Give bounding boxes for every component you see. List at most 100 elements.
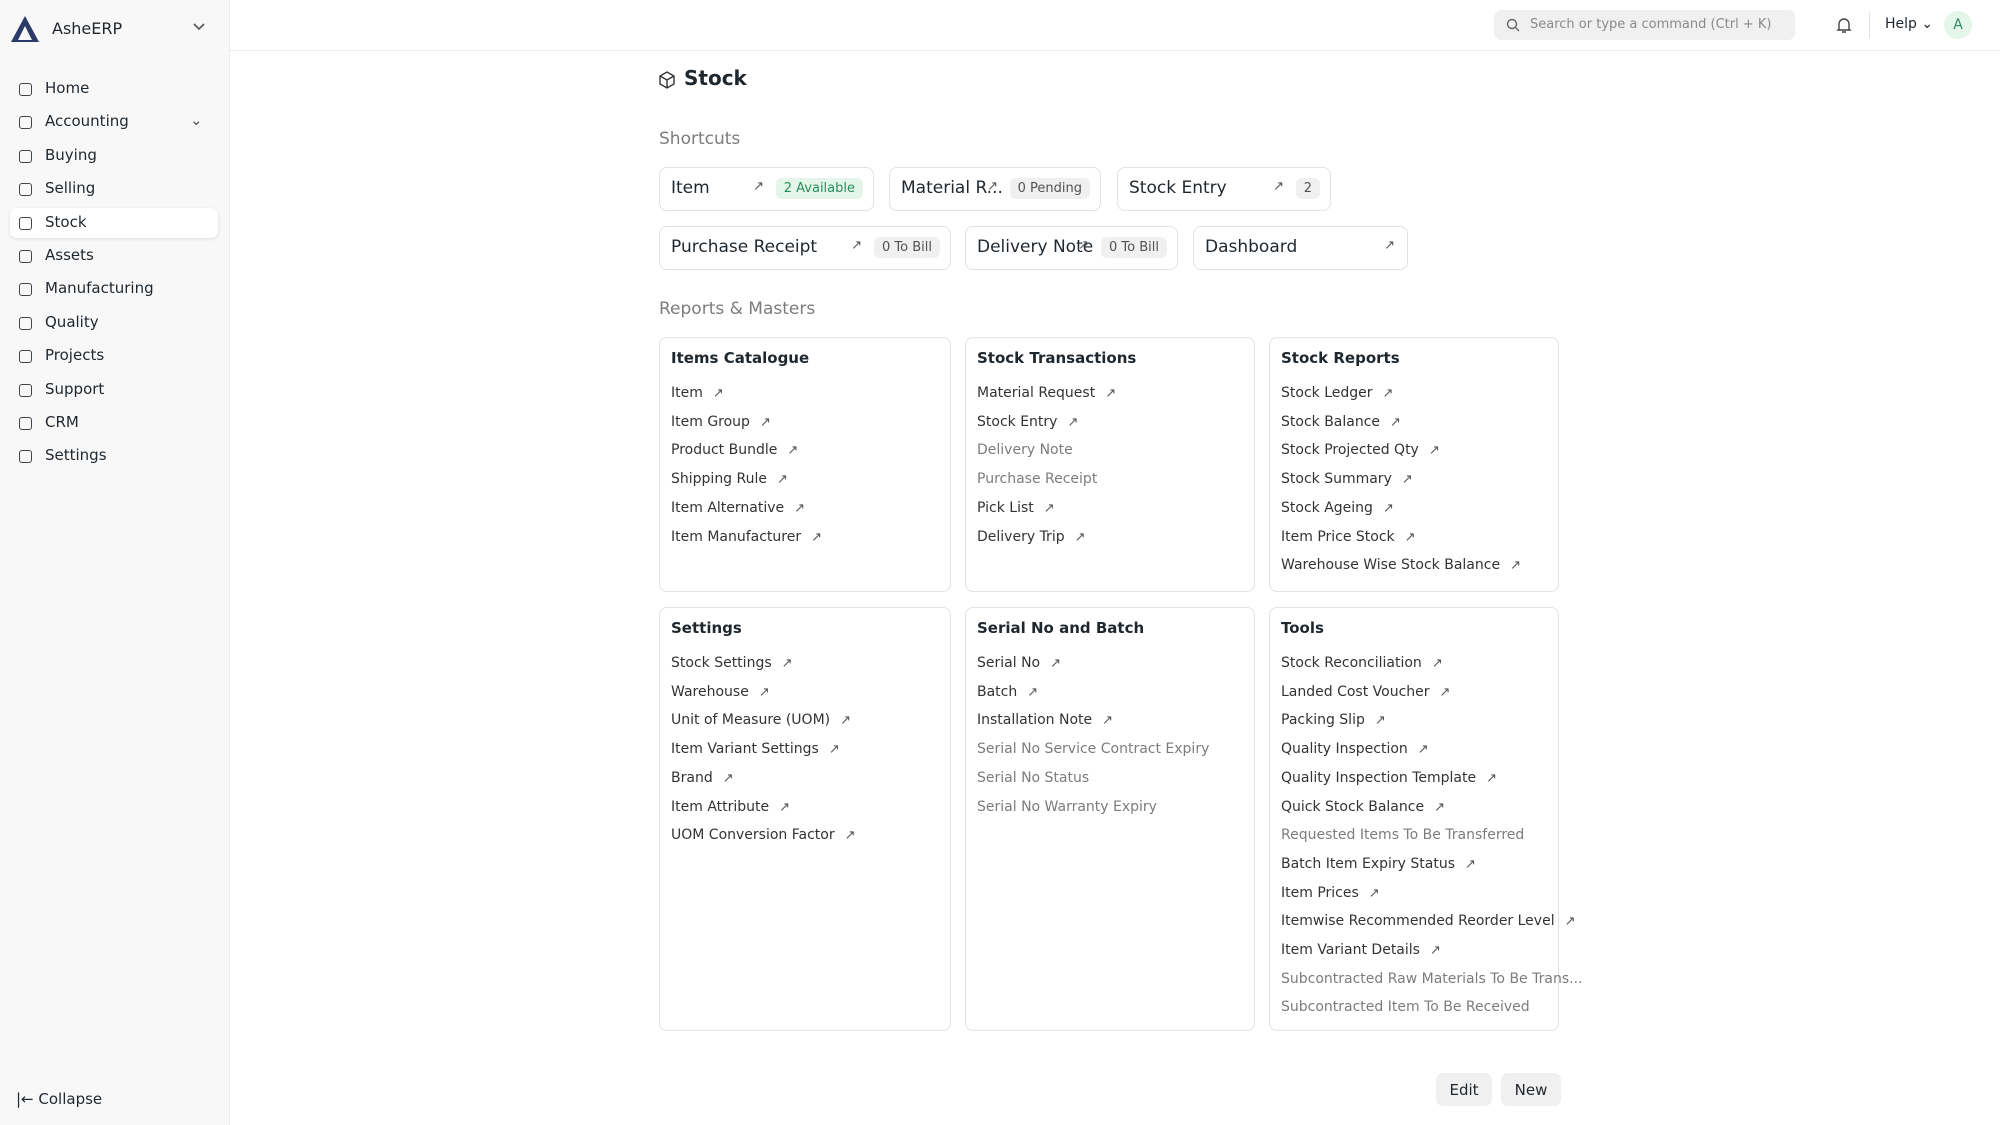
external-arrow: ↗: [1439, 684, 1451, 700]
report-link[interactable]: Item Group ↗: [671, 414, 771, 430]
report-link[interactable]: Quick Stock Balance ↗: [1281, 799, 1445, 815]
external-arrow: ↗: [1078, 238, 1089, 253]
nav-label: Home: [45, 79, 90, 97]
shortcut[interactable]: Purchase Receipt 0 To Bill ↗: [659, 226, 951, 270]
shortcut[interactable]: Material R... 0 Pending ↗: [889, 167, 1101, 211]
report-link[interactable]: Stock Reconciliation ↗: [1281, 655, 1443, 671]
section-heading: Shortcuts: [659, 129, 741, 149]
report-link[interactable]: Packing Slip ↗: [1281, 712, 1386, 728]
nav-item[interactable]: Accounting ⌄: [10, 107, 218, 137]
report-link[interactable]: Purchase Receipt: [977, 471, 1097, 487]
external-arrow: ↗: [753, 179, 764, 194]
nav-item[interactable]: Quality: [10, 308, 218, 338]
report-link[interactable]: Pick List ↗: [977, 500, 1055, 516]
report-link[interactable]: Serial No Status: [977, 770, 1089, 786]
nav-label: Buying: [45, 145, 97, 164]
shortcut[interactable]: Stock Entry 2 ↗: [1117, 167, 1331, 211]
report-link[interactable]: Serial No Service Contract Expiry: [977, 741, 1209, 757]
report-link[interactable]: Shipping Rule ↗: [671, 471, 788, 487]
report-link[interactable]: Item Alternative ↗: [671, 500, 805, 516]
link-label: Stock Summary: [1281, 471, 1392, 488]
report-link[interactable]: Installation Note ↗: [977, 712, 1113, 728]
external-arrow: ↗: [1050, 656, 1062, 671]
nav-item[interactable]: Manufacturing: [10, 274, 218, 304]
link-label: Brand: [671, 769, 713, 786]
report-link[interactable]: Stock Ledger ↗: [1281, 385, 1393, 401]
help[interactable]: Help ⌄: [1885, 16, 1934, 32]
nav-chevron: ⌄: [190, 111, 203, 130]
notifications[interactable]: [1835, 16, 1853, 34]
report-link[interactable]: Brand ↗: [671, 770, 734, 786]
report-card: Settings Stock Settings ↗ Warehouse ↗ Unit of…: [659, 607, 951, 1031]
new-button[interactable]: New: [1501, 1073, 1561, 1106]
shortcut[interactable]: Item 2 Available ↗: [659, 167, 874, 211]
nav-item[interactable]: Buying: [10, 141, 218, 171]
report-link[interactable]: Warehouse Wise Stock Balance ↗: [1281, 557, 1521, 573]
nav-label: Assets: [45, 246, 94, 264]
nav-item[interactable]: Selling: [10, 174, 218, 204]
collapse[interactable]: |← Collapse: [16, 1090, 102, 1108]
external-arrow: ↗: [759, 414, 771, 430]
report-link[interactable]: Serial No ↗: [977, 655, 1061, 671]
report-link[interactable]: Batch ↗: [977, 684, 1038, 700]
report-link[interactable]: Warehouse ↗: [671, 684, 770, 700]
external-arrow: ↗: [1465, 856, 1476, 872]
nav-item[interactable]: Stock: [10, 207, 218, 238]
report-link[interactable]: Unit of Measure (UOM) ↗: [671, 712, 851, 728]
nav-item[interactable]: Assets: [10, 241, 218, 271]
report-link[interactable]: Quality Inspection ↗: [1281, 741, 1429, 757]
report-link[interactable]: Item Prices ↗: [1281, 885, 1380, 901]
nav-item[interactable]: Projects: [10, 341, 218, 371]
shortcut-label: Delivery Note: [977, 237, 1094, 257]
report-link[interactable]: Quality Inspection Template ↗: [1281, 770, 1497, 786]
report-link[interactable]: Delivery Note: [977, 442, 1073, 458]
report-link[interactable]: Delivery Trip ↗: [977, 529, 1086, 545]
nav-icon: [19, 316, 32, 330]
shortcut[interactable]: Delivery Note 0 To Bill ↗: [965, 226, 1178, 270]
link-label: Serial No Status: [977, 769, 1090, 786]
link-label: Serial No Service Contract Expiry: [977, 741, 1210, 758]
report-link[interactable]: Material Request ↗: [977, 385, 1116, 401]
report-link[interactable]: Item Attribute ↗: [671, 799, 790, 815]
card-title: Settings: [671, 619, 742, 637]
link-label: Item Variant Settings: [671, 741, 819, 758]
external-arrow: ↗: [1384, 238, 1395, 253]
search-box[interactable]: Search or type a command (Ctrl + K): [1494, 10, 1795, 40]
external-arrow: ↗: [1428, 443, 1440, 459]
report-link[interactable]: Item Manufacturer ↗: [671, 529, 822, 545]
report-link[interactable]: Requested Items To Be Transferred: [1281, 827, 1524, 843]
nav-icon: [19, 116, 32, 130]
edit-button[interactable]: Edit: [1436, 1073, 1492, 1106]
report-link[interactable]: Stock Ageing ↗: [1281, 500, 1394, 516]
report-link[interactable]: UOM Conversion Factor ↗: [671, 827, 856, 843]
avatar[interactable]: A: [1944, 11, 1972, 39]
report-link[interactable]: Subcontracted Raw Materials To Be Trans.…: [1281, 971, 1582, 987]
report-link[interactable]: Item Variant Details ↗: [1281, 942, 1441, 958]
nav-item[interactable]: Support: [10, 375, 218, 405]
report-link[interactable]: Item Price Stock ↗: [1281, 529, 1416, 545]
report-link[interactable]: Stock Balance ↗: [1281, 414, 1401, 430]
report-link[interactable]: Itemwise Recommended Reorder Level ↗: [1281, 913, 1576, 929]
report-link[interactable]: Stock Summary ↗: [1281, 471, 1413, 487]
report-link[interactable]: Item Variant Settings ↗: [671, 741, 840, 757]
report-link[interactable]: Product Bundle ↗: [671, 442, 798, 458]
report-link[interactable]: Stock Settings ↗: [671, 655, 793, 671]
link-label: Warehouse Wise Stock Balance: [1281, 557, 1501, 574]
nav-item[interactable]: Home: [10, 74, 218, 104]
report-link[interactable]: Batch Item Expiry Status ↗: [1281, 856, 1476, 872]
nav-item[interactable]: Settings: [10, 441, 218, 471]
nav-item[interactable]: CRM: [10, 408, 218, 438]
report-link[interactable]: Stock Projected Qty ↗: [1281, 442, 1440, 458]
report-link[interactable]: Item ↗: [671, 385, 724, 401]
report-link[interactable]: Stock Entry ↗: [977, 414, 1078, 430]
report-link[interactable]: Serial No Warranty Expiry: [977, 799, 1157, 815]
report-link[interactable]: Subcontracted Item To Be Received: [1281, 999, 1530, 1015]
report-link[interactable]: Landed Cost Voucher ↗: [1281, 684, 1450, 700]
shortcut[interactable]: Dashboard ↗: [1193, 226, 1408, 270]
external-arrow: ↗: [1382, 386, 1394, 401]
external-arrow: ↗: [1368, 885, 1380, 901]
help-label: Help: [1885, 16, 1917, 32]
external-arrow: ↗: [1564, 914, 1576, 930]
brand[interactable]: AsheERP: [52, 19, 123, 38]
link-label: Subcontracted Item To Be Received: [1281, 999, 1530, 1016]
